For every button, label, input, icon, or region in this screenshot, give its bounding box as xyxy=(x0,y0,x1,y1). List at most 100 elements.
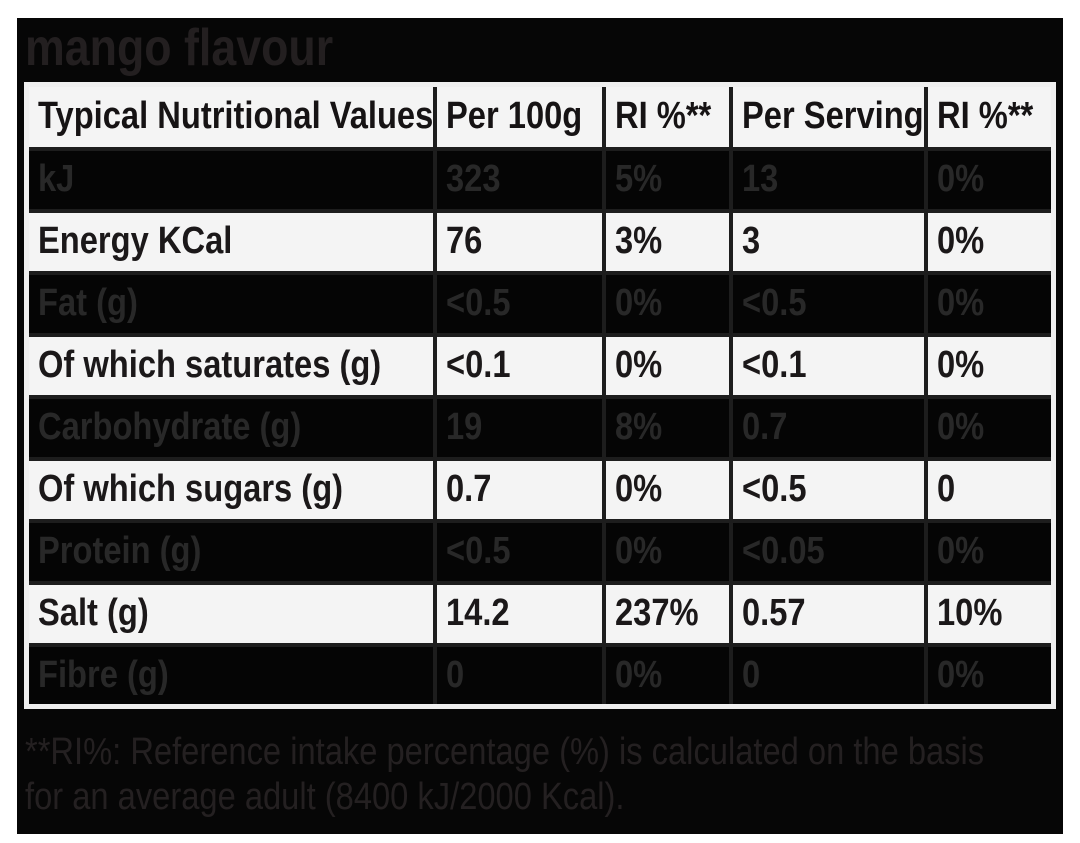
nutrient-name-cell: Carbohydrate (g) xyxy=(24,394,438,461)
cell-text: 0% xyxy=(614,653,662,696)
cell-text: 0% xyxy=(937,653,985,696)
cell-text: 0% xyxy=(937,344,985,386)
nutrient-value-cell: <0.5 xyxy=(433,270,606,337)
nutrient-value-cell: 237% xyxy=(601,580,734,647)
table-row: Salt (g) 14.2 237% 0.57 10% xyxy=(24,580,1056,647)
cell-text: 0% xyxy=(614,468,662,510)
nutrient-value-cell: 0% xyxy=(601,270,734,337)
cell-text: 0.57 xyxy=(742,592,806,634)
cell-text: <0.5 xyxy=(742,468,807,510)
cell-text: 0% xyxy=(614,282,662,324)
cell-text: 0 xyxy=(446,653,465,696)
table-row: Protein (g) <0.5 0% <0.05 0% xyxy=(24,518,1056,585)
table-row: Of which saturates (g) <0.1 0% <0.1 0% xyxy=(24,332,1056,399)
col-header-per-100g: Per 100g xyxy=(433,82,606,151)
nutrient-value-cell: 13 xyxy=(728,146,929,213)
nutrient-value-cell: 3% xyxy=(601,208,734,275)
nutrient-value-cell: 0 xyxy=(728,642,929,709)
nutrient-value-cell: 0.7 xyxy=(728,394,929,461)
table-row: Fat (g) <0.5 0% <0.5 0% xyxy=(24,270,1056,337)
cell-text: 76 xyxy=(446,220,483,262)
nutrient-value-cell: <0.5 xyxy=(728,456,929,523)
nutrient-value-cell: 0% xyxy=(924,642,1056,709)
nutrient-name-cell: Fat (g) xyxy=(24,270,438,337)
cell-text: 10% xyxy=(937,592,1003,634)
cell-text: <0.5 xyxy=(742,282,807,324)
nutrient-name-cell: Salt (g) xyxy=(24,580,438,647)
cell-text: 0% xyxy=(937,158,985,200)
cell-text: 0% xyxy=(614,530,662,572)
cell-text: 0 xyxy=(937,468,956,510)
col-header-ri-100g-text: RI %** xyxy=(614,95,711,138)
nutrient-name-cell: kJ xyxy=(24,146,438,213)
nutrient-name-cell: Energy KCal xyxy=(24,208,438,275)
nutrient-value-cell: 76 xyxy=(433,208,606,275)
nutrient-value-cell: 0 xyxy=(924,456,1056,523)
nutrient-value-cell: 0% xyxy=(924,394,1056,461)
nutrient-value-cell: <0.1 xyxy=(728,332,929,399)
cell-text: Of which sugars (g) xyxy=(38,468,344,510)
nutrient-value-cell: <0.5 xyxy=(433,518,606,585)
nutrient-value-cell: 10% xyxy=(924,580,1056,647)
nutrient-value-cell: 3 xyxy=(728,208,929,275)
nutrient-value-cell: <0.5 xyxy=(728,270,929,337)
cell-text: 0% xyxy=(937,406,985,448)
cell-text: Energy KCal xyxy=(38,220,233,262)
nutrient-value-cell: 0% xyxy=(924,208,1056,275)
nutrition-table: Typical Nutritional Values Per 100g RI %… xyxy=(24,82,1056,709)
cell-text: 0% xyxy=(937,530,985,572)
ri-footnote: **RI%: Reference intake percentage (%) i… xyxy=(25,730,1063,820)
nutrient-value-cell: 0% xyxy=(601,642,734,709)
nutrient-value-cell: 0% xyxy=(601,332,734,399)
nutrient-value-cell: 0% xyxy=(924,332,1056,399)
table-row: Energy KCal 76 3% 3 0% xyxy=(24,208,1056,275)
table-row: kJ 323 5% 13 0% xyxy=(24,146,1056,213)
col-header-per-serving-text: Per Serving xyxy=(742,95,924,138)
table-row: Carbohydrate (g) 19 8% 0.7 0% xyxy=(24,394,1056,461)
nutrient-value-cell: 323 xyxy=(433,146,606,213)
cell-text: 0% xyxy=(614,344,662,386)
cell-text: 237% xyxy=(614,592,699,634)
nutrient-value-cell: 14.2 xyxy=(433,580,606,647)
cell-text: 0 xyxy=(742,653,761,696)
cell-text: 0% xyxy=(937,282,985,324)
flavour-title-text: mango flavour xyxy=(25,19,334,77)
nutrient-value-cell: 0.57 xyxy=(728,580,929,647)
cell-text: Salt (g) xyxy=(38,592,149,634)
cell-text: 19 xyxy=(446,406,483,448)
cell-text: <0.1 xyxy=(742,344,807,386)
nutrition-label: mango flavour Typical Nutritional Values… xyxy=(17,18,1063,834)
nutrient-value-cell: 19 xyxy=(433,394,606,461)
table-row: Of which sugars (g) 0.7 0% <0.5 0 xyxy=(24,456,1056,523)
cell-text: Fat (g) xyxy=(38,282,138,324)
nutrient-name-cell: Of which sugars (g) xyxy=(24,456,438,523)
col-header-nutrient-text: Typical Nutritional Values xyxy=(38,95,434,138)
cell-text: 5% xyxy=(614,158,662,200)
col-header-per-serving: Per Serving xyxy=(728,82,929,151)
cell-text: Carbohydrate (g) xyxy=(38,406,302,448)
cell-text: kJ xyxy=(38,158,75,200)
cell-text: Fibre (g) xyxy=(38,653,169,696)
nutrient-value-cell: 0% xyxy=(601,456,734,523)
nutrient-value-cell: <0.05 xyxy=(728,518,929,585)
col-header-nutrient: Typical Nutritional Values xyxy=(24,82,438,151)
nutrient-value-cell: 5% xyxy=(601,146,734,213)
nutrient-name-cell: Of which saturates (g) xyxy=(24,332,438,399)
cell-text: <0.5 xyxy=(446,282,511,324)
cell-text: Protein (g) xyxy=(38,530,202,572)
nutrition-table-body: kJ 323 5% 13 0% Energy KCal 76 3% 3 0% Fat (g) <0.5… xyxy=(24,146,1056,709)
table-header-row: Typical Nutritional Values Per 100g RI %… xyxy=(24,82,1056,151)
cell-text: Of which saturates (g) xyxy=(38,344,382,386)
cell-text: 14.2 xyxy=(446,592,510,634)
nutrient-value-cell: 0% xyxy=(924,146,1056,213)
col-header-ri-serving: RI %** xyxy=(924,82,1056,151)
cell-text: 0.7 xyxy=(446,468,492,510)
nutrient-value-cell: 0.7 xyxy=(433,456,606,523)
cell-text: 8% xyxy=(614,406,662,448)
nutrient-value-cell: 0% xyxy=(601,518,734,585)
cell-text: 3 xyxy=(742,220,761,262)
nutrient-name-cell: Fibre (g) xyxy=(24,642,438,709)
table-row: Fibre (g) 0 0% 0 0% xyxy=(24,642,1056,709)
cell-text: 0% xyxy=(937,220,985,262)
